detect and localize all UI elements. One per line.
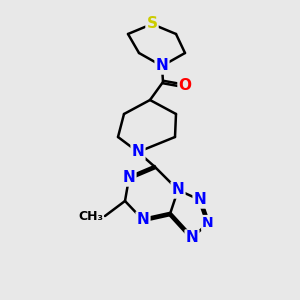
Text: N: N	[202, 216, 214, 230]
Text: N: N	[156, 58, 168, 74]
Text: N: N	[132, 145, 144, 160]
Text: N: N	[136, 212, 149, 227]
Text: CH₃: CH₃	[78, 209, 103, 223]
Text: N: N	[194, 193, 206, 208]
Text: O: O	[178, 79, 191, 94]
Text: S: S	[146, 16, 158, 32]
Text: N: N	[172, 182, 184, 197]
Text: N: N	[123, 170, 135, 185]
Text: N: N	[186, 230, 198, 245]
